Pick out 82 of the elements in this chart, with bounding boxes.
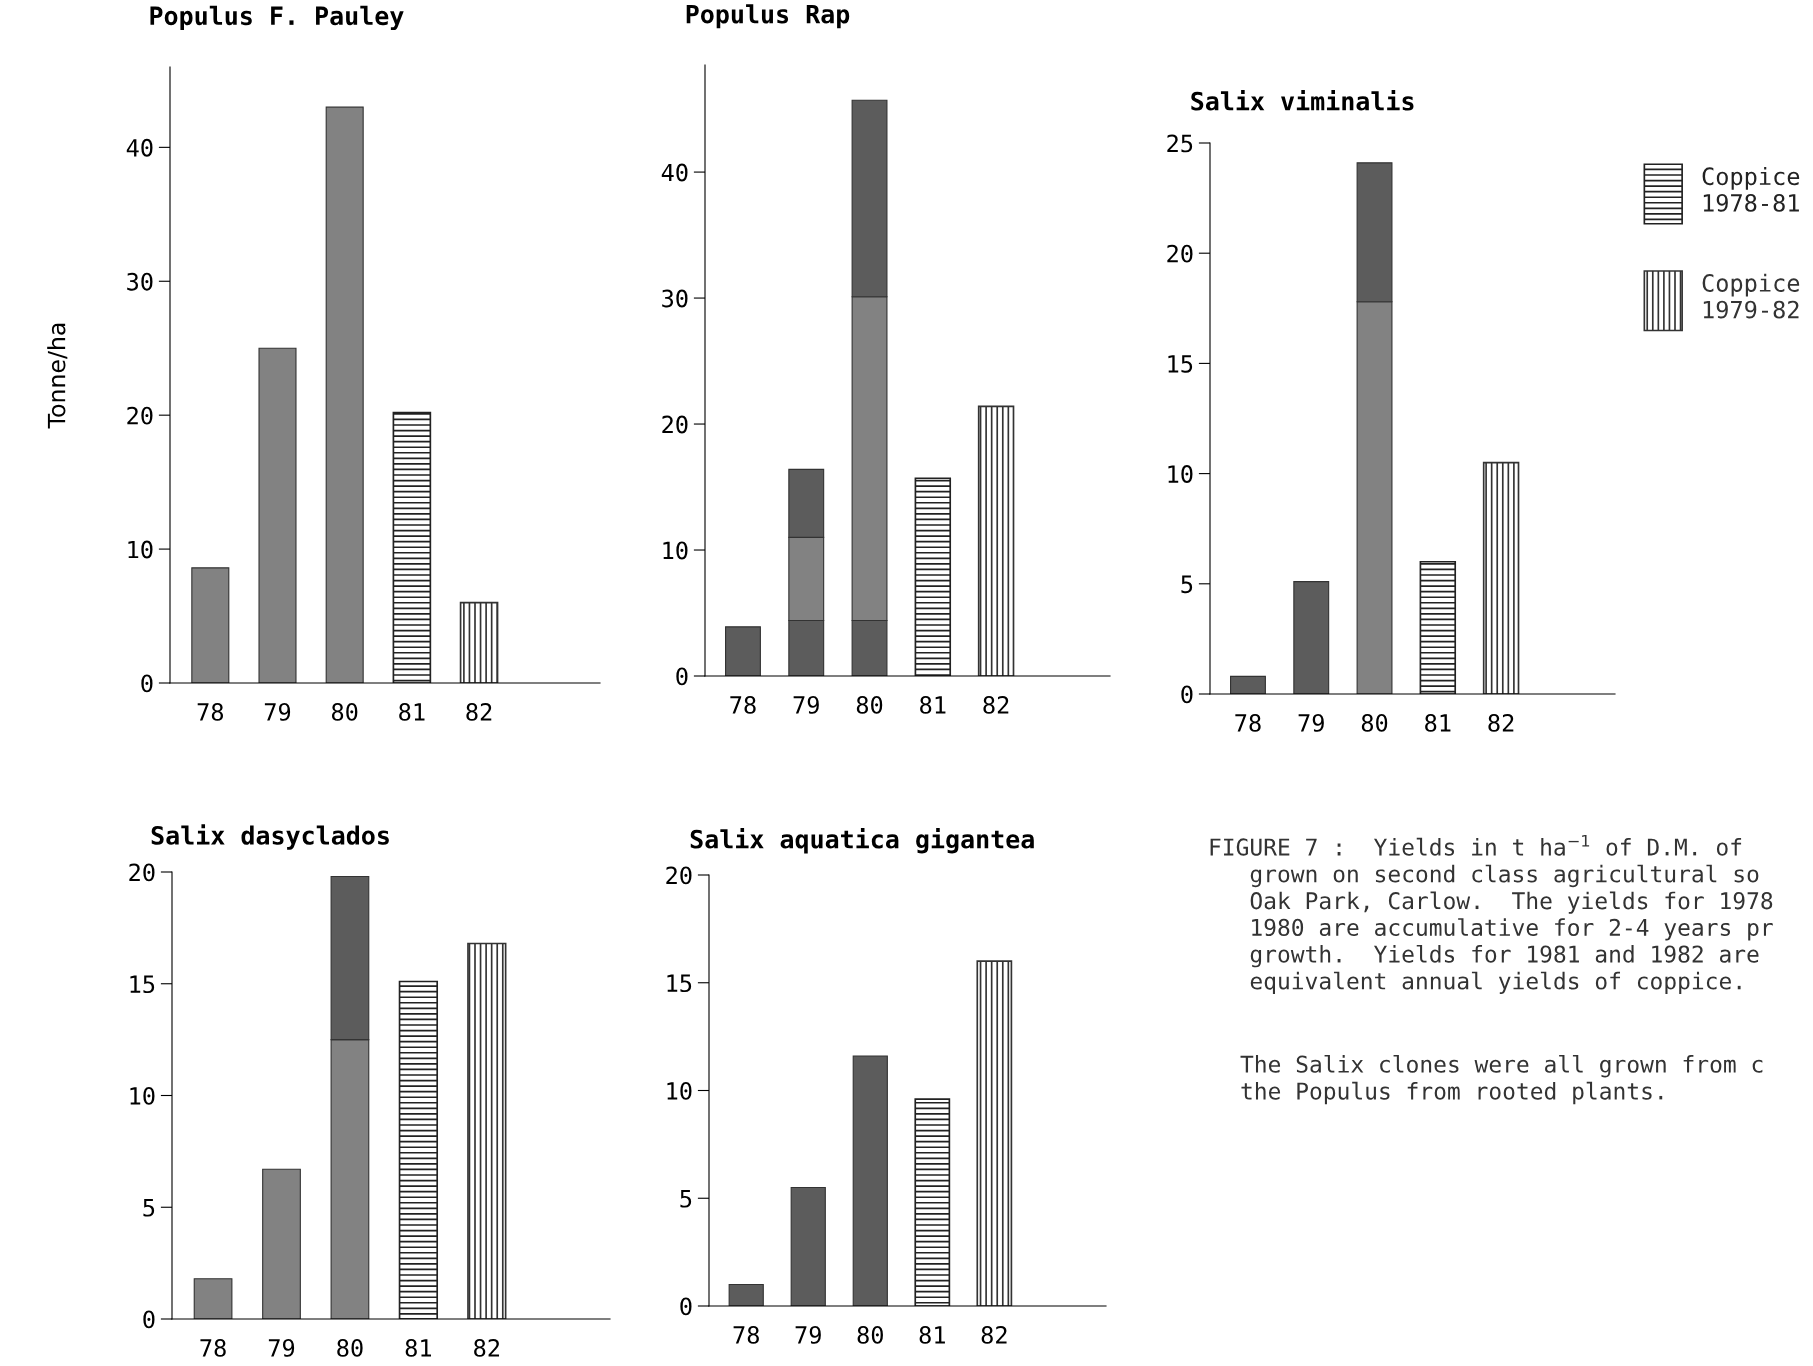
x-tick-label: 82 — [981, 1325, 1007, 1344]
bar — [1482, 461, 1520, 694]
x-tick-label: 82 — [466, 702, 492, 721]
x-tick-label: 82 — [1488, 713, 1514, 732]
caption: FIGURE 7 : Yields in t ha$^{−1}$ of D.M. of grown on second class agricultural so Oak Park, Carlow. The yields for 1978 1980 are accumulative for 2-4 years pr growth. Yields for 1981 and 1982 are equivalent annual yields of coppice. — [1210, 834, 1773, 995]
chart-title: Salix dasyclados — [151, 824, 389, 850]
x-tick-label: 80 — [337, 1338, 363, 1357]
y-tick-label: 30 — [127, 272, 153, 291]
bar — [852, 1055, 888, 1306]
bar — [914, 1098, 951, 1306]
y-tick-label: 10 — [128, 540, 153, 559]
x-tick-label: 81 — [1425, 713, 1451, 732]
bar — [977, 405, 1015, 676]
bar — [191, 567, 230, 683]
y-tick-label: 40 — [126, 138, 153, 157]
chart-title: Salix aquatica gigantea — [690, 827, 1034, 854]
x-tick-label: 81 — [919, 1325, 945, 1344]
x-tick-label: 79 — [264, 702, 291, 721]
x-tick-label: 80 — [1361, 713, 1388, 732]
x-tick-label: 79 — [268, 1338, 295, 1357]
y-axis-title: Tonne/ha — [47, 323, 68, 429]
bar — [193, 1278, 233, 1319]
x-tick-label: 80 — [857, 1325, 883, 1344]
y-tick-label: 40 — [661, 163, 688, 182]
y-tick-label: 20 — [127, 406, 153, 425]
chart-title: Populus F. Pauley — [150, 5, 404, 31]
bar — [467, 942, 507, 1319]
text: Coppice 1978-81 — [1702, 166, 1800, 212]
y-tick-label: 0 — [1181, 685, 1193, 704]
y-tick-label: 5 — [143, 1199, 155, 1217]
bar — [325, 106, 364, 683]
y-tick-label: 0 — [141, 674, 153, 693]
x-tick-label: 80 — [856, 695, 883, 714]
bar — [262, 1168, 301, 1319]
x-tick-label: 79 — [793, 695, 819, 714]
x-tick-label: 81 — [920, 695, 946, 714]
chart-title: Populus Rap — [686, 4, 850, 29]
y-tick-label: 25 — [1167, 134, 1193, 153]
y-tick-label: 5 — [1181, 575, 1193, 594]
y-tick-label: 0 — [676, 667, 688, 686]
bar — [728, 1283, 764, 1306]
bar — [459, 601, 499, 683]
text: Coppice 1979-82 — [1702, 273, 1800, 319]
bar — [976, 960, 1013, 1306]
bar — [258, 347, 297, 683]
x-tick-label: 79 — [795, 1325, 821, 1344]
bar — [392, 411, 432, 683]
x-tick-label: 78 — [197, 702, 224, 721]
y-tick-label: 20 — [662, 415, 688, 434]
x-tick-label: 78 — [733, 1325, 759, 1344]
x-tick-label: 79 — [1298, 713, 1324, 732]
x-tick-label: 81 — [405, 1338, 431, 1357]
x-tick-label: 78 — [200, 1338, 226, 1357]
y-tick-label: 10 — [663, 541, 688, 560]
y-tick-label: 5 — [680, 1190, 692, 1208]
x-tick-label: 82 — [474, 1338, 500, 1357]
bar — [790, 1186, 826, 1306]
chart-title: Salix viminalis — [1191, 89, 1414, 111]
y-tick-label: 15 — [130, 975, 155, 994]
y-tick-label: 10 — [130, 1087, 155, 1105]
y-tick-label: 20 — [129, 863, 155, 882]
y-tick-label: 10 — [1168, 465, 1193, 483]
y-tick-label: 0 — [680, 1297, 692, 1316]
y-tick-label: 10 — [667, 1082, 692, 1100]
bar — [1293, 581, 1330, 694]
y-tick-label: 20 — [666, 866, 692, 885]
bar — [398, 980, 439, 1319]
x-tick-label: 78 — [730, 695, 756, 714]
y-tick-label: 15 — [1168, 355, 1193, 373]
y-tick-label: 15 — [667, 974, 692, 993]
x-tick-label: 78 — [1235, 713, 1261, 732]
y-tick-label: 0 — [143, 1310, 155, 1329]
y-tick-label: 30 — [662, 289, 688, 308]
x-tick-label: 82 — [983, 695, 1009, 714]
bar — [914, 477, 952, 676]
y-tick-label: 20 — [1167, 244, 1193, 263]
bar — [1419, 560, 1457, 694]
text: The Salix clones were all grown from c the Populus from rooted plants. — [1240, 1055, 1763, 1105]
bar — [725, 626, 761, 676]
x-tick-label: 81 — [399, 702, 425, 721]
x-tick-label: 80 — [331, 702, 358, 721]
bar — [1230, 675, 1266, 694]
